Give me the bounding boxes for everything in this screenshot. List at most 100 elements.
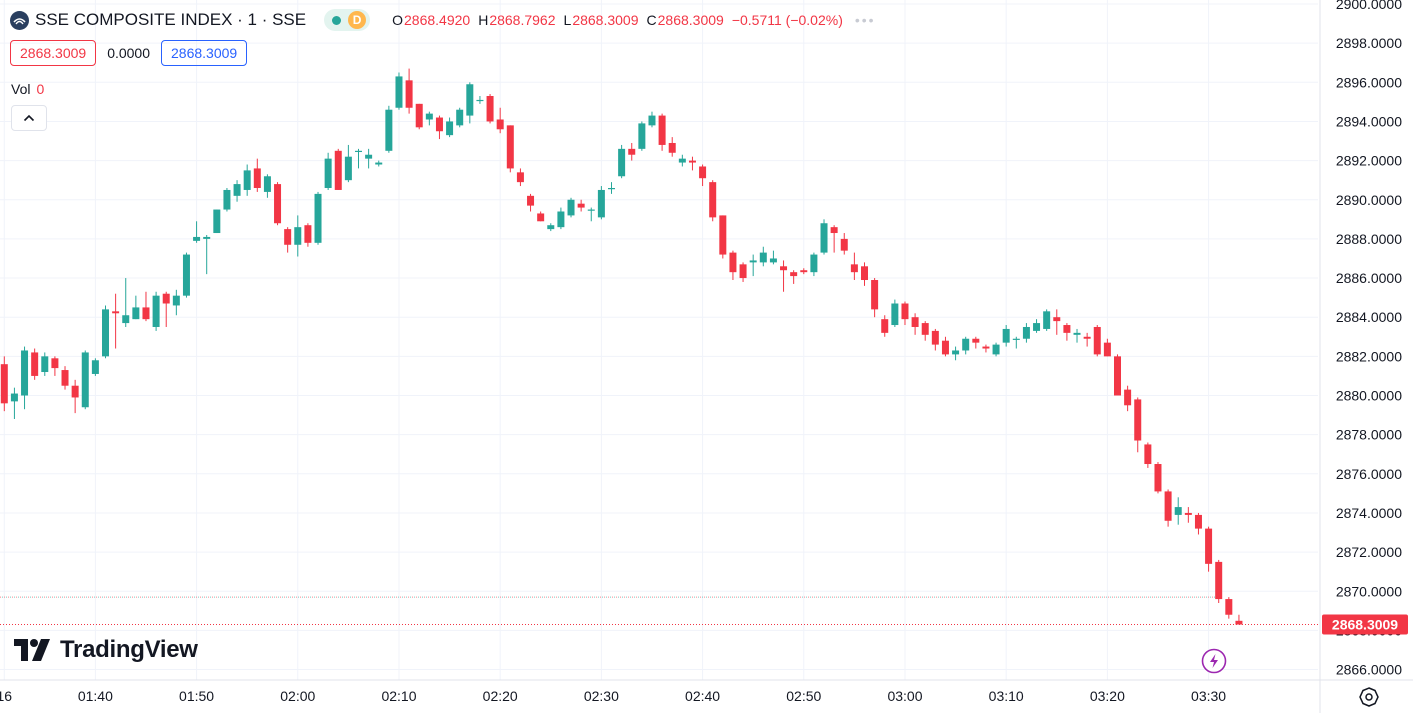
- candle-body: [537, 213, 545, 222]
- open-value: 2868.4920: [404, 12, 471, 28]
- candle-body: [628, 148, 636, 155]
- candle-body: [1235, 620, 1243, 625]
- lightning-icon[interactable]: [1201, 648, 1227, 674]
- candle-down: [830, 225, 838, 253]
- candle-body: [81, 352, 89, 408]
- tradingview-wordmark: TradingView: [60, 636, 198, 663]
- spread-value: 0.0000: [107, 45, 151, 61]
- candle-up: [769, 250, 777, 265]
- candle-body: [324, 158, 332, 189]
- low-value: 2868.3009: [572, 12, 639, 28]
- candle-body: [142, 307, 150, 320]
- candle-down: [527, 193, 535, 212]
- time-tick-label: 02:50: [786, 688, 821, 704]
- time-axis: 16 01:40 01:50 02:00 02:10 02:20 02:30 02:40 02:…: [0, 688, 1226, 704]
- candle-down: [1225, 597, 1233, 619]
- candle-body: [577, 203, 585, 208]
- candle-body: [486, 96, 494, 122]
- candle-down: [780, 260, 788, 292]
- candle-up: [810, 252, 818, 277]
- candle-up: [132, 295, 140, 320]
- candle-body: [425, 113, 433, 120]
- candle-down: [1164, 489, 1172, 527]
- candle-body: [516, 172, 524, 183]
- market-status-badge[interactable]: D: [324, 9, 371, 31]
- price-tick-label: 2866.0000: [1336, 662, 1402, 678]
- candle-up: [749, 254, 757, 277]
- candle-up: [820, 219, 828, 255]
- candle-body: [1124, 389, 1132, 406]
- candle-body: [941, 340, 949, 355]
- candle-down: [840, 233, 848, 255]
- candle-up: [891, 299, 899, 327]
- candle-up: [152, 291, 160, 331]
- candle-body: [810, 254, 818, 273]
- tradingview-logo[interactable]: TradingView: [14, 636, 198, 664]
- candle-down: [1063, 323, 1071, 341]
- candle-up: [355, 148, 362, 169]
- buy-price-box[interactable]: 2868.3009: [161, 40, 248, 66]
- candle-body: [405, 80, 413, 108]
- candle-body: [355, 150, 362, 153]
- candle-up: [476, 96, 484, 104]
- candle-up: [172, 289, 180, 316]
- candle-down: [1093, 325, 1101, 357]
- more-options-dots[interactable]: •••: [854, 12, 876, 28]
- candle-up: [294, 215, 302, 257]
- candle-up: [952, 346, 960, 361]
- candle-body: [911, 317, 919, 327]
- candle-up: [1174, 497, 1182, 525]
- candle-body: [1184, 512, 1192, 515]
- time-tick-label: 02:30: [584, 688, 619, 704]
- candle-body: [668, 142, 676, 153]
- candle-body: [162, 293, 170, 304]
- candle-up: [567, 197, 575, 218]
- candle-up: [91, 358, 99, 376]
- price-tick-label: 2898.0000: [1336, 35, 1402, 51]
- candle-down: [506, 125, 514, 173]
- sell-price-box[interactable]: 2868.3009: [10, 40, 97, 66]
- candle-body: [0, 364, 8, 404]
- candle-down: [982, 344, 990, 353]
- settings-icon[interactable]: [1358, 686, 1380, 708]
- price-tick-label: 2872.0000: [1336, 544, 1402, 560]
- time-tick-label: 03:00: [887, 688, 922, 704]
- candle-body: [1073, 332, 1081, 335]
- candle-body: [152, 295, 160, 327]
- candle-down: [51, 356, 59, 376]
- candle-body: [729, 252, 737, 273]
- volume-label: Vol: [11, 81, 31, 97]
- candle-up: [618, 144, 626, 179]
- time-tick-label: 03:20: [1090, 688, 1125, 704]
- candle-body: [1033, 323, 1041, 331]
- candle-up: [1022, 323, 1030, 343]
- candle-up: [759, 246, 767, 267]
- candle-down: [911, 313, 919, 335]
- candle-body: [304, 225, 312, 243]
- candle-up: [233, 180, 241, 202]
- market-open-dot: [332, 15, 342, 25]
- candle-body: [476, 99, 484, 102]
- high-label: H: [478, 12, 489, 28]
- candle-body: [182, 254, 190, 296]
- candle-down: [861, 262, 868, 286]
- candle-down: [1144, 442, 1152, 468]
- candle-body: [61, 370, 69, 386]
- price-boxes: 2868.3009 0.0000 2868.3009: [10, 40, 248, 66]
- candle-down: [1134, 397, 1142, 453]
- candle-body: [688, 160, 696, 163]
- collapse-legend-button[interactable]: [11, 105, 47, 131]
- price-tick-label: 2900.0000: [1336, 0, 1402, 12]
- candle-up: [243, 164, 251, 196]
- symbol-title[interactable]: SSE COMPOSITE INDEX · 1 · SSE: [35, 10, 307, 29]
- candle-body: [415, 103, 423, 128]
- candle-up: [466, 82, 474, 124]
- candle-body: [1114, 356, 1121, 396]
- candle-down: [0, 356, 8, 412]
- candle-down: [931, 328, 939, 351]
- candle-down: [334, 148, 342, 190]
- candle-down: [31, 348, 39, 380]
- candle-body: [861, 266, 868, 281]
- candle-body: [91, 360, 99, 374]
